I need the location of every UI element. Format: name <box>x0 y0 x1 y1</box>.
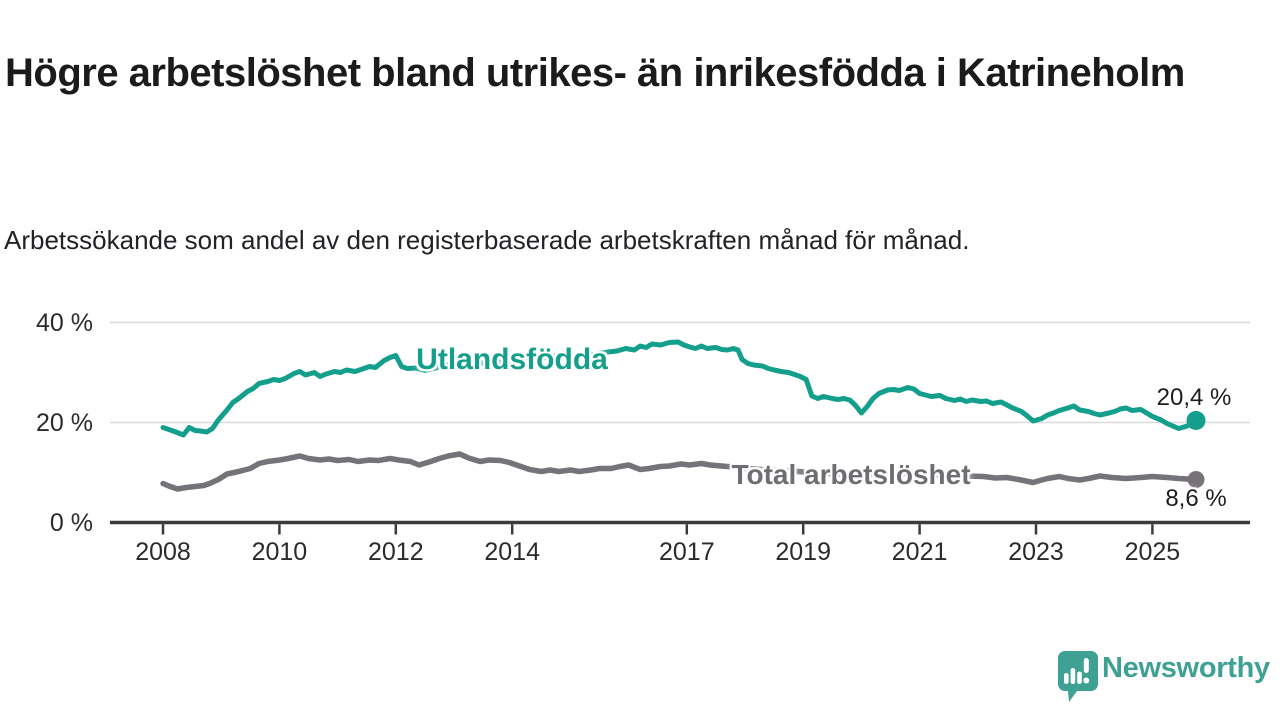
end-value-label-total: 8,6 % <box>1165 485 1227 512</box>
x-axis-tick-label: 2025 <box>1124 538 1181 566</box>
y-axis-tick-label: 0 % <box>49 508 93 537</box>
newsworthy-logo-text: Newsworthy <box>1102 652 1270 684</box>
newsworthy-branding: Newsworthy <box>1050 644 1280 704</box>
x-axis-tick-label: 2012 <box>367 538 424 566</box>
chart-subtitle: Arbetssökande som andel av den registerb… <box>4 225 970 255</box>
end-value-label-utlandsfodda: 20,4 % <box>1156 384 1232 411</box>
y-axis-tick-label: 20 % <box>36 408 93 437</box>
page-title: Högre arbetslöshet bland utrikes- än inr… <box>5 50 1185 95</box>
series-end-dot-utlandsfodda <box>1186 411 1206 430</box>
series-line-total <box>160 451 1199 492</box>
series-label-total-arbetsloshet: Total arbetslöshet <box>731 459 971 490</box>
x-axis-tick-label: 2023 <box>1008 538 1064 566</box>
series-end-dot-total <box>1187 471 1205 488</box>
series-label-utlandsfodda: Utlandsfödda <box>416 343 608 376</box>
y-axis-tick-label: 40 % <box>36 308 93 337</box>
x-axis-tick-label: 2014 <box>484 538 540 566</box>
series-line-utlandsfodda <box>160 339 1199 438</box>
x-axis-tick-label: 2008 <box>135 538 191 566</box>
x-axis-tick-label: 2017 <box>658 538 715 566</box>
x-axis: 2008 2010 2012 2014 2017 2019 2021 2023 2025 <box>0 538 1280 572</box>
x-axis-tick-label: 2019 <box>775 538 831 566</box>
newsworthy-bar-chart-speech-bubble-icon <box>1058 651 1098 702</box>
x-axis-tick-label: 2010 <box>251 538 308 566</box>
x-axis-tick-label: 2021 <box>891 538 948 566</box>
